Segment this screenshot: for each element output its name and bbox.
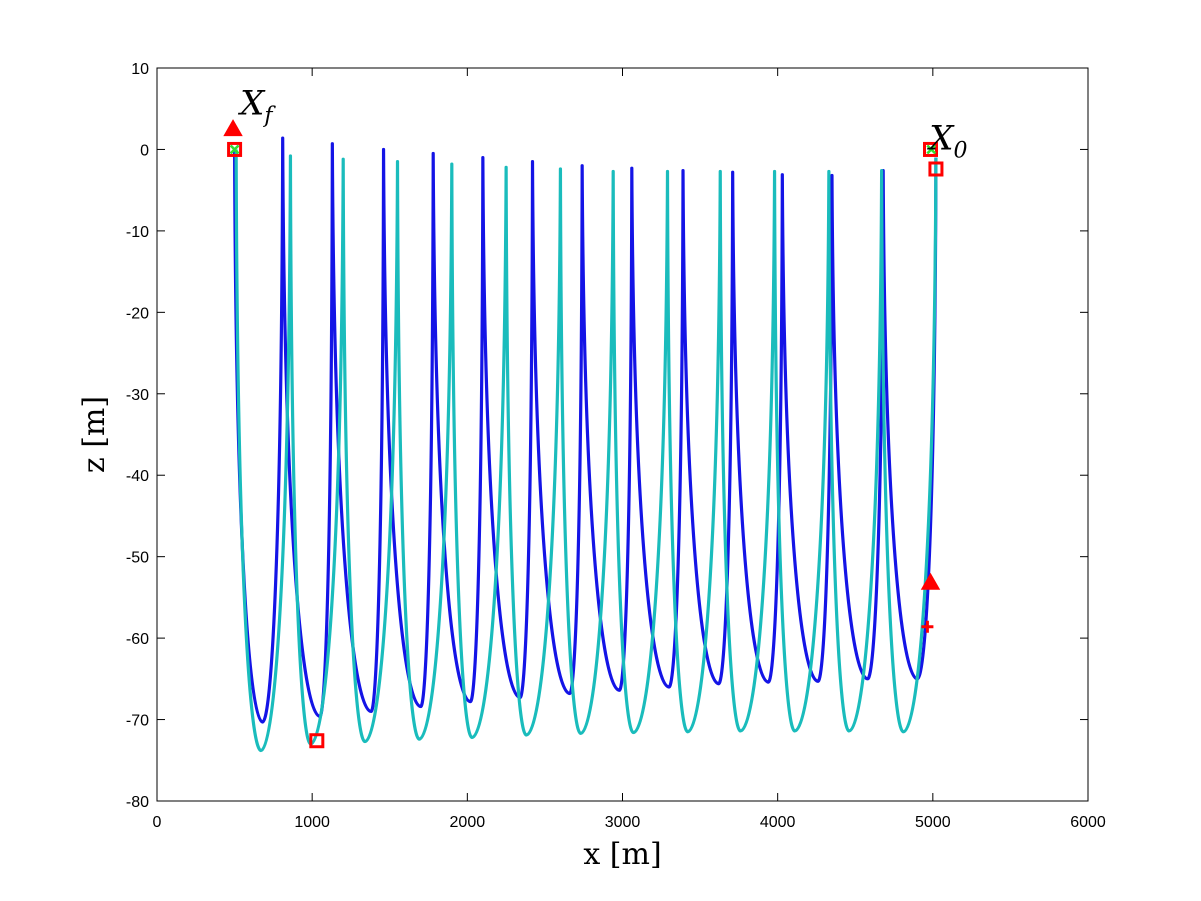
x-axis-label: x [m] [583, 837, 661, 872]
x-tick-label: 0 [153, 814, 162, 831]
annotation-xf: Xf [237, 83, 276, 128]
plus-marker [921, 620, 934, 633]
series-layer [232, 136, 938, 753]
square-marker [923, 141, 939, 157]
y-tick-label: -60 [126, 631, 149, 648]
x-tick-label: 6000 [1070, 814, 1106, 831]
annotation-x0: X0 [926, 118, 967, 163]
series-line-2 [234, 149, 938, 753]
series-line-1 [232, 136, 938, 724]
y-tick-label: -10 [126, 224, 149, 241]
x-tick-label: 4000 [760, 814, 796, 831]
y-tick-label: -20 [126, 305, 149, 322]
triangle-marker [223, 119, 243, 137]
annotation-layer: Xf X0 [237, 83, 967, 163]
y-tick-label: 0 [140, 142, 149, 159]
x-tick-label: 5000 [915, 814, 951, 831]
square-marker [309, 733, 325, 749]
cross-marker [926, 144, 937, 155]
y-axis-label: z [m] [77, 396, 112, 473]
y-tick-label: -40 [126, 468, 149, 485]
axes: 0 1000 2000 3000 4000 5000 6000 10 0 -10 -20 -30 -40… [126, 61, 1106, 831]
y-tick-label: 10 [131, 61, 149, 78]
y-tick-label: -30 [126, 387, 149, 404]
square-marker [227, 141, 243, 157]
x-tick-label: 3000 [605, 814, 641, 831]
axes-frame [156, 67, 1089, 802]
cross-marker [229, 144, 240, 155]
y-tick-label: -70 [126, 713, 149, 730]
y-tick-label: -50 [126, 550, 149, 567]
square-marker [928, 161, 944, 177]
triangle-marker [920, 572, 941, 590]
x-tick-label: 1000 [294, 814, 330, 831]
y-tick-label: -80 [126, 794, 149, 811]
marker-layer [223, 119, 944, 749]
x-tick-label: 2000 [450, 814, 486, 831]
